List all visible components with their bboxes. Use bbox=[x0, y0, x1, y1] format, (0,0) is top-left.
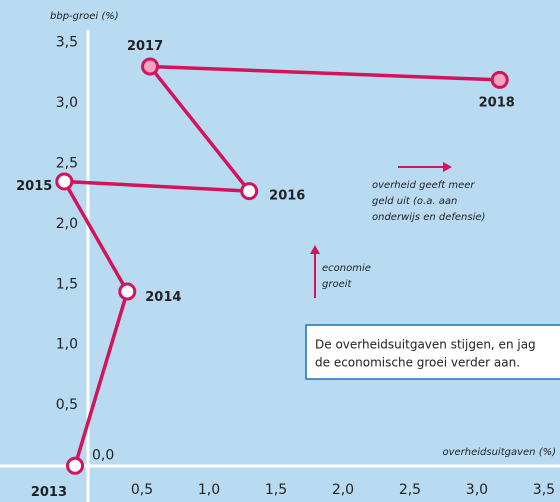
point-label: 2013 bbox=[31, 485, 67, 500]
y-tick-label: 3,5 bbox=[56, 34, 78, 50]
annotation-line: overheid geeft meer bbox=[372, 180, 475, 191]
point bbox=[240, 182, 259, 201]
line bbox=[62, 64, 500, 467]
point bbox=[141, 57, 160, 76]
point-label: 2018 bbox=[479, 95, 515, 110]
y-tick-label: 0,0 bbox=[92, 448, 114, 464]
point-label: 2016 bbox=[269, 189, 305, 204]
x-tick-label: 3,0 bbox=[466, 482, 488, 498]
arrow-right-head bbox=[443, 162, 452, 172]
y-tick-label: 1,0 bbox=[56, 337, 78, 353]
y-tick-label: 1,5 bbox=[56, 276, 78, 292]
point bbox=[490, 70, 509, 89]
point-label: 2015 bbox=[16, 179, 52, 194]
y-tick-label: 2,0 bbox=[56, 216, 78, 232]
x-axis-title: overheidsuitgaven (%) bbox=[442, 447, 556, 458]
y-axis-title: bbp-groei (%) bbox=[50, 11, 119, 22]
annotation-line: geld uit (o.a. aan bbox=[372, 196, 457, 207]
annotation-line: economie bbox=[322, 263, 371, 274]
point bbox=[118, 282, 137, 301]
x-tick-label: 3,5 bbox=[533, 482, 555, 498]
annotation-line: groeit bbox=[322, 279, 353, 290]
x-tick-label: 1,5 bbox=[265, 482, 287, 498]
x-tick-label: 0,5 bbox=[131, 482, 153, 498]
callout-text: De overheidsuitgaven stijgen, en jag bbox=[315, 338, 536, 352]
point-label: 2014 bbox=[145, 290, 181, 305]
x-tick-label: 2,0 bbox=[332, 482, 354, 498]
annotation-line: onderwijs en defensie) bbox=[372, 212, 485, 223]
callout-text: de economische groei verder aan. bbox=[315, 356, 520, 370]
point-label: 2017 bbox=[127, 39, 163, 54]
arrow-up-head bbox=[310, 245, 320, 254]
x-tick-label: 1,0 bbox=[198, 482, 220, 498]
point bbox=[55, 172, 74, 191]
callout-box bbox=[305, 324, 560, 380]
point bbox=[66, 456, 85, 475]
y-tick-label: 2,5 bbox=[56, 155, 78, 171]
y-tick-label: 0,5 bbox=[56, 397, 78, 413]
y-tick-label: 3,0 bbox=[56, 95, 78, 111]
x-tick-label: 2,5 bbox=[399, 482, 421, 498]
